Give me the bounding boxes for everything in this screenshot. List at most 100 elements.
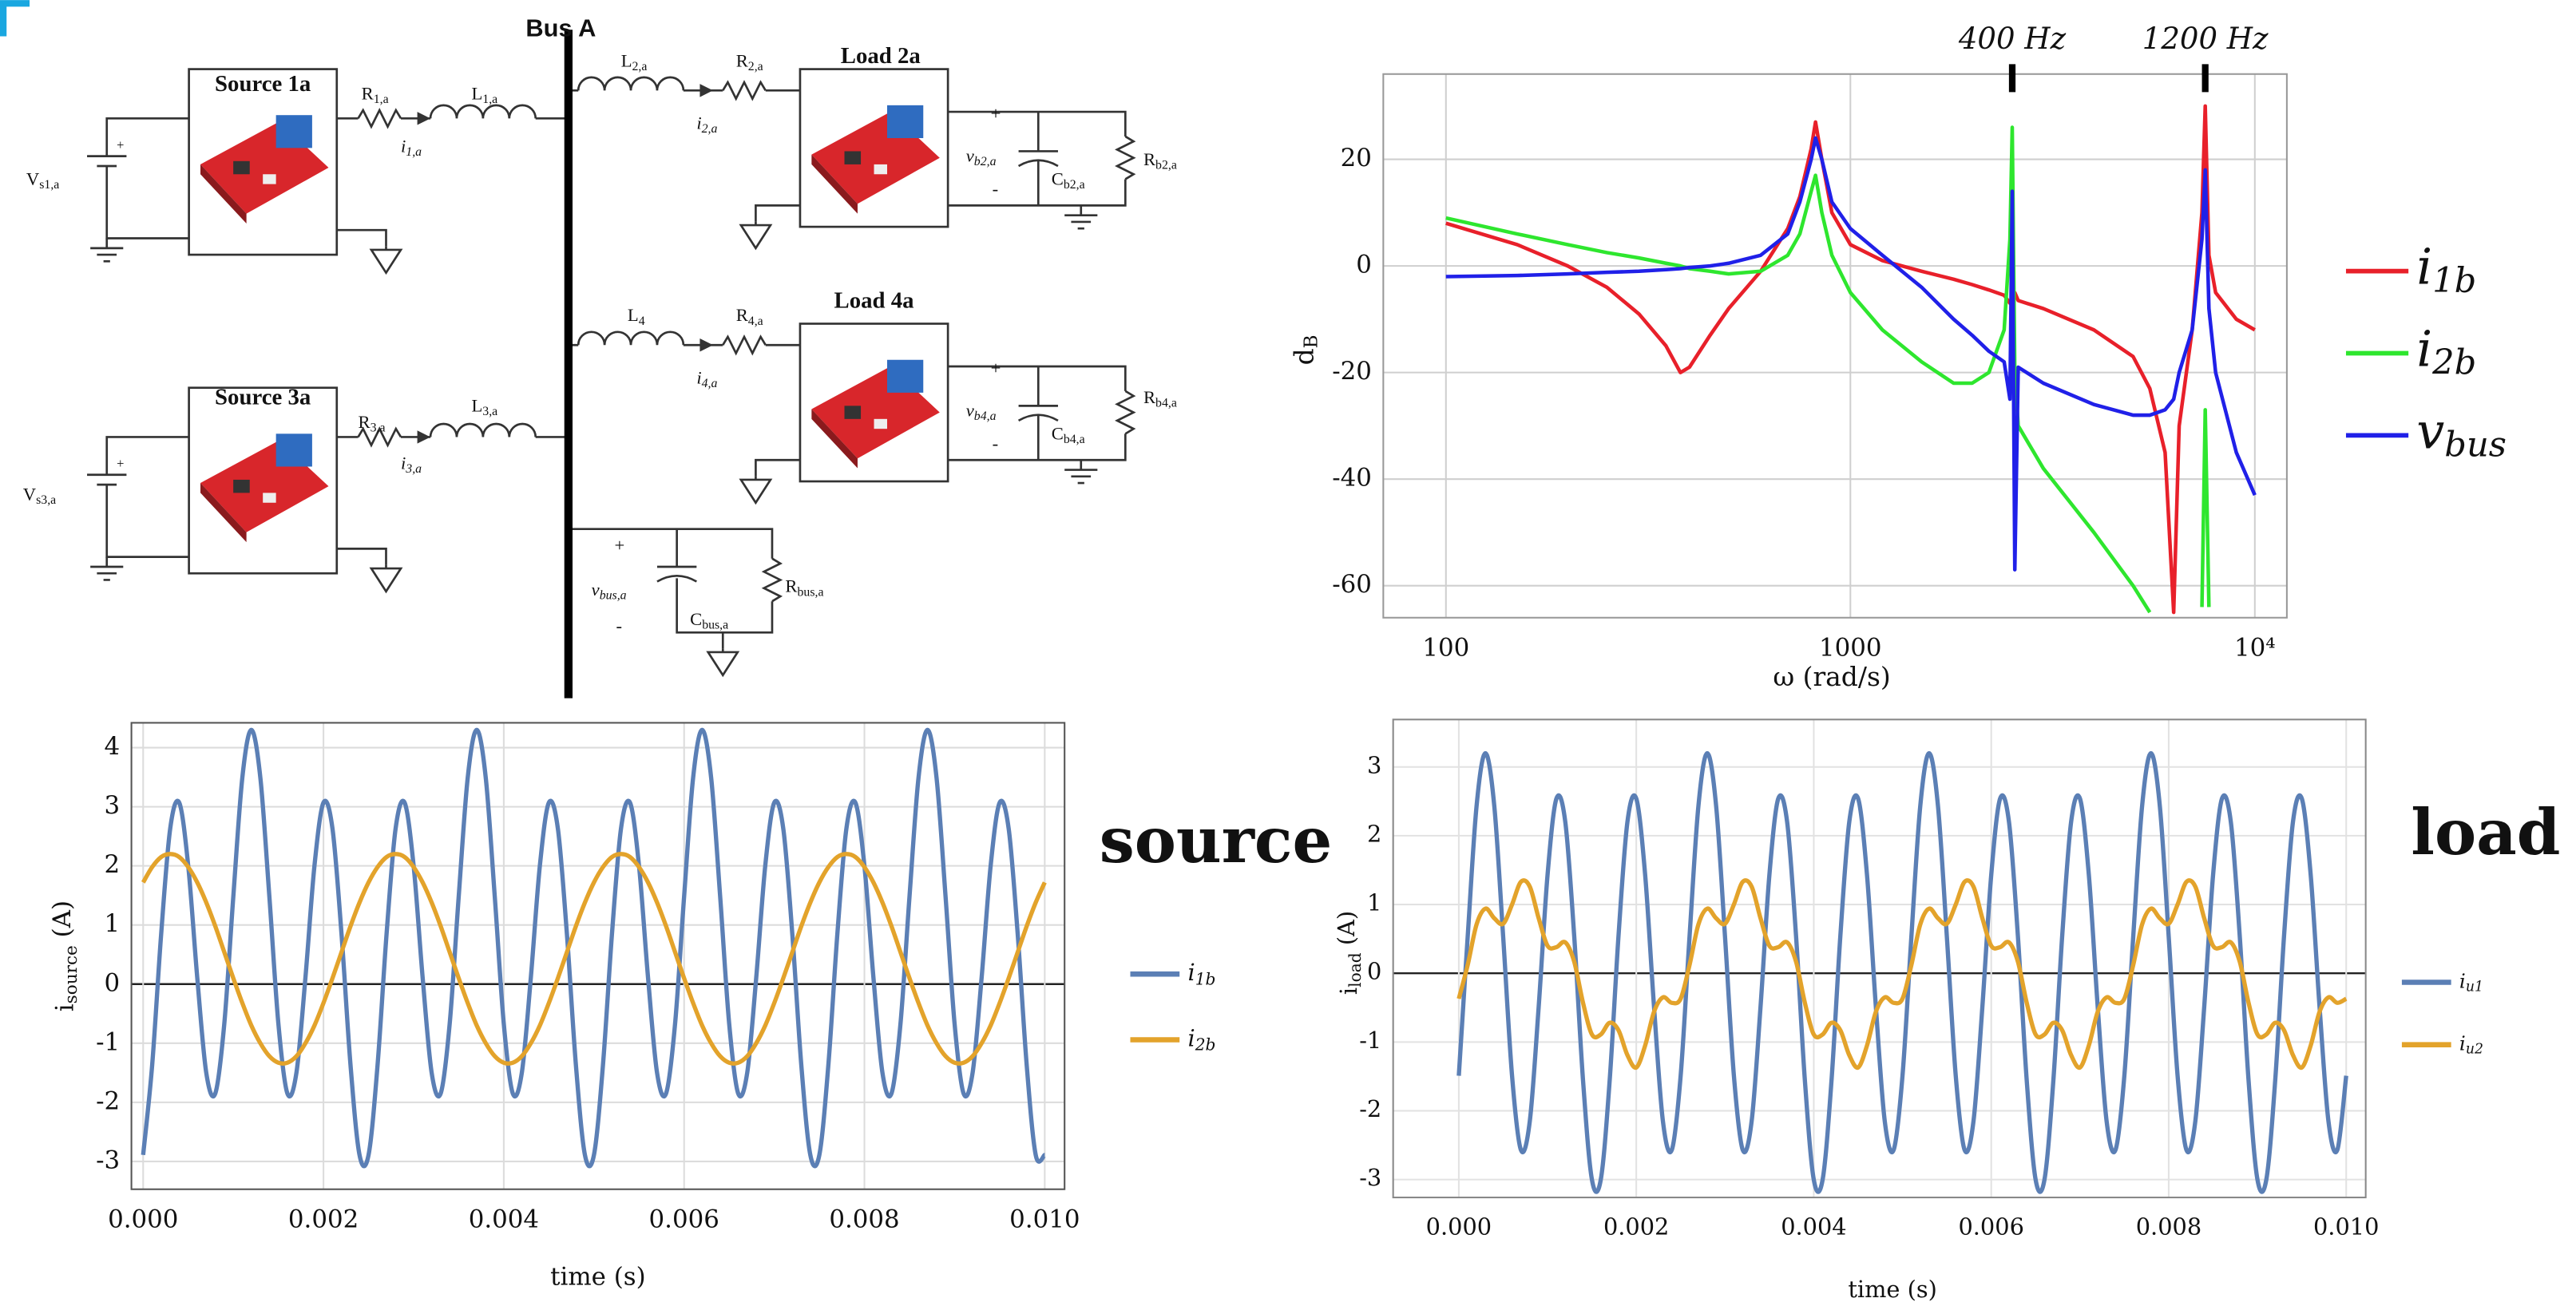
- y-axis-label: iload (A): [1333, 911, 1365, 995]
- y-tick-label: -20: [1332, 357, 1372, 386]
- component-label: i2,a: [696, 113, 717, 136]
- series-line: [141, 852, 1047, 1066]
- y-tick-label: 2: [105, 850, 121, 879]
- component-label: Cbus,a: [690, 609, 728, 631]
- component-label: Cb2,a: [1052, 169, 1085, 192]
- x-tick-label: 0.000: [108, 1205, 178, 1233]
- legend-label: i2b: [1187, 1024, 1215, 1054]
- plot-area: [141, 727, 1048, 1169]
- component-label: L4: [628, 305, 645, 327]
- legend-label: iu2: [2459, 1031, 2483, 1057]
- x-tick-label: 100: [1422, 633, 1469, 662]
- component-label: -: [993, 179, 999, 199]
- y-tick-label: 2: [1367, 820, 1381, 847]
- x-tick-label: 0.006: [1958, 1213, 2023, 1241]
- y-tick-label: 3: [105, 791, 121, 820]
- block-label: Source 1a: [215, 71, 311, 97]
- source-branch: [87, 388, 569, 592]
- component-label: R3,a: [359, 412, 386, 434]
- component-label: L2,a: [621, 51, 648, 73]
- x-axis-label: time (s): [1848, 1276, 1937, 1303]
- load-branch: [569, 323, 1134, 502]
- logo-fragment: [0, 0, 30, 37]
- y-tick-label: -40: [1332, 464, 1372, 493]
- component-label: +: [991, 103, 1001, 123]
- y-tick-label: 1: [1367, 889, 1381, 916]
- y-tick-label: -1: [1359, 1027, 1381, 1054]
- legend-label: iu1: [2459, 969, 2483, 995]
- y-tick-label: -1: [96, 1027, 120, 1056]
- component-label: R2,a: [736, 51, 763, 73]
- y-axis-label: isource (A): [48, 900, 81, 1011]
- component-label: Vs3,a: [23, 485, 56, 507]
- chart: -3 -2 -1 0 1 2 3 0.000 0.002 0.004 0.006 0.008 0.010…: [1333, 718, 2560, 1303]
- component-label: Rb4,a: [1143, 387, 1177, 410]
- component-label: i1,a: [401, 137, 422, 159]
- x-tick-label: 1000: [1819, 633, 1882, 662]
- chart: -60 -40 -20 0 20 100 1000 10⁴ i1b i2b vbus ω (rad/s…: [1289, 22, 2507, 692]
- legend-label: i2b: [2416, 321, 2476, 383]
- series-line: [1445, 136, 2257, 572]
- component-label: R1,a: [362, 84, 389, 106]
- x-tick-label: 0.008: [2136, 1213, 2201, 1241]
- annotation: load: [2411, 797, 2560, 869]
- x-tick-label: 0.000: [1426, 1213, 1492, 1241]
- block-label: Load 4a: [834, 287, 914, 313]
- annotation: 1200 Hz: [2142, 22, 2269, 56]
- plot-frame: [1382, 73, 2288, 619]
- component-label: Rb2,a: [1143, 149, 1177, 172]
- x-tick-label: 0.008: [829, 1205, 899, 1233]
- x-tick-label: 0.004: [1781, 1213, 1846, 1241]
- resistor: [763, 557, 782, 603]
- y-tick-label: 4: [105, 732, 121, 761]
- series-line: [1456, 878, 2348, 1071]
- block-label: Load 2a: [841, 43, 921, 69]
- plot-background: [1383, 73, 2287, 618]
- plot-area: [1445, 104, 2257, 615]
- bus-capacitor: [568, 528, 774, 649]
- y-tick-label: -2: [1359, 1095, 1381, 1122]
- component-label: vb4,a: [966, 401, 997, 423]
- component-label: -: [993, 433, 999, 453]
- component-label: L1,a: [471, 84, 497, 106]
- x-tick-label: 0.010: [1009, 1205, 1080, 1233]
- chart: -3 -2 -1 0 1 2 3 4 0.000 0.002 0.004 0.006 0.008 0.01…: [48, 722, 1333, 1291]
- component-label: -: [616, 615, 623, 635]
- legend-label: i1b: [2416, 239, 2476, 301]
- y-tick-label: -3: [96, 1146, 120, 1174]
- component-label: +: [991, 358, 1001, 378]
- x-tick-label: 0.002: [288, 1205, 359, 1233]
- x-axis-label: time (s): [550, 1262, 646, 1291]
- annotation: 400 Hz: [1958, 22, 2067, 56]
- component-label: Cb4,a: [1052, 424, 1085, 446]
- x-axis-label: ω (rad/s): [1773, 661, 1890, 692]
- plot-background: [1393, 719, 2366, 1198]
- bus-label: Bus A: [525, 14, 596, 42]
- y-tick-label: 0: [1367, 958, 1381, 985]
- y-tick-label: 0: [1356, 251, 1372, 279]
- series-line: [1456, 750, 2348, 1194]
- legend-label: vbus: [2416, 403, 2507, 465]
- plot-frame: [1392, 718, 2367, 1199]
- plot-frame: [130, 722, 1066, 1190]
- y-tick-label: -3: [1359, 1164, 1381, 1191]
- component-label: +: [614, 535, 624, 555]
- plot-area: [1456, 750, 2348, 1194]
- component-label: +: [117, 137, 124, 152]
- component-label: R4,a: [736, 305, 763, 327]
- y-axis-label: dB: [1289, 334, 1322, 365]
- component-label: L3,a: [471, 396, 497, 418]
- component-label: Rbus,a: [785, 576, 823, 599]
- component-label: i4,a: [696, 368, 717, 390]
- annotation: source: [1100, 805, 1333, 877]
- y-tick-label: 0: [105, 968, 121, 997]
- series-line: [1445, 104, 2256, 615]
- x-tick-label: 0.006: [649, 1205, 719, 1233]
- component-label: vbus,a: [592, 580, 627, 602]
- y-tick-label: -2: [96, 1086, 120, 1115]
- y-tick-label: 20: [1341, 144, 1372, 172]
- component-label: vb2,a: [966, 146, 997, 168]
